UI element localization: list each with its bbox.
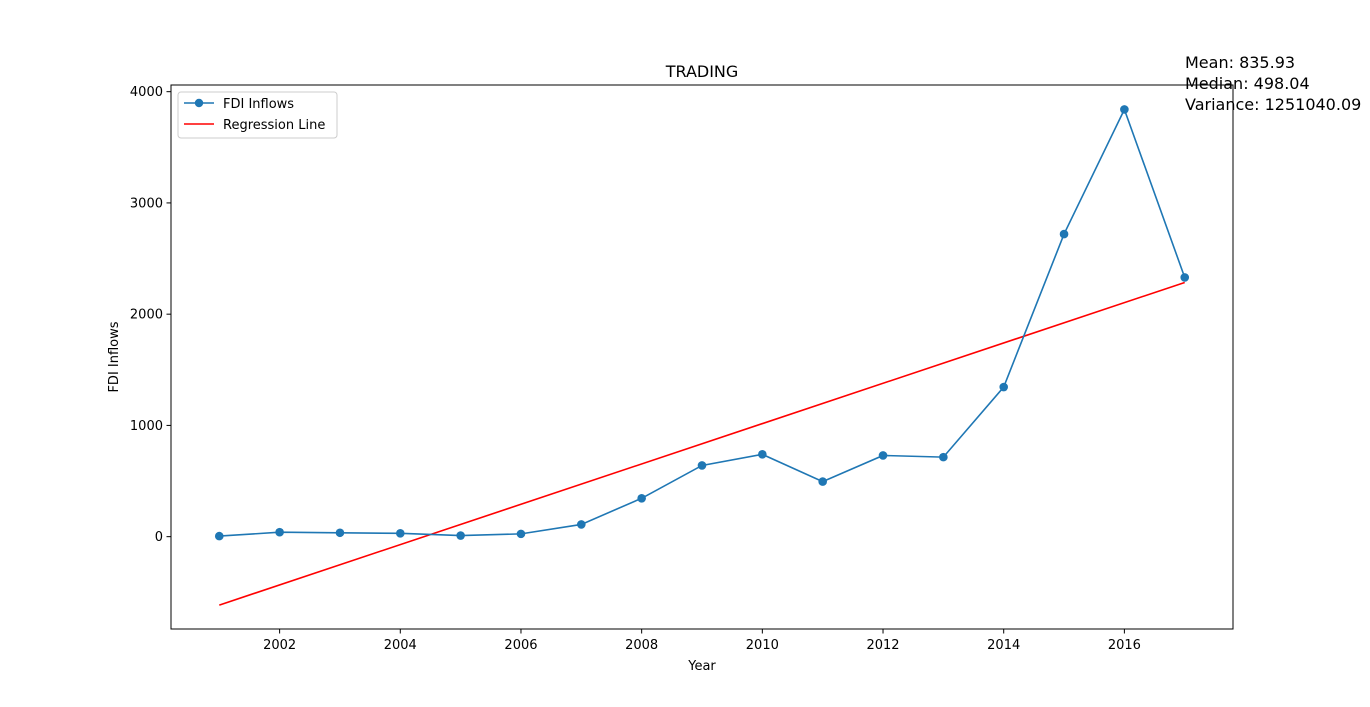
- y-tick-label: 4000: [130, 85, 163, 100]
- fdi-data-point: [999, 382, 1009, 392]
- fdi-data-point: [1059, 229, 1069, 239]
- fdi-data-point: [818, 477, 827, 486]
- fdi-data-point: [516, 529, 526, 539]
- plot-frame: [170, 84, 1234, 630]
- x-tick-label: 2004: [384, 638, 417, 653]
- fdi-data-point: [697, 461, 707, 470]
- stats-annotation: Mean: 835.93 Median: 498.04 Variance: 12…: [1185, 53, 1361, 114]
- stat-variance: Variance: 1251040.09: [1185, 95, 1361, 114]
- stat-median: Median: 498.04: [1185, 74, 1310, 93]
- legend-fdi-marker-swatch: [194, 98, 204, 108]
- y-axis-title: FDI Inflows: [107, 321, 122, 392]
- legend-fdi-label: FDI Inflows: [223, 97, 294, 112]
- fdi-data-point: [939, 452, 948, 462]
- x-tick-label: 2002: [263, 638, 296, 653]
- fdi-data-point: [1120, 105, 1129, 114]
- x-axis-ticks: 2002 2004 2006 2008 2010 2012 2014 2016: [263, 629, 1141, 653]
- stat-mean: Mean: 835.93: [1185, 53, 1295, 72]
- x-tick-label: 2014: [987, 638, 1020, 653]
- fdi-data-point: [1180, 273, 1190, 282]
- fdi-data-point: [275, 527, 284, 537]
- fdi-data-point: [335, 528, 345, 538]
- y-tick-label: 1000: [130, 419, 163, 434]
- chart-title: TRADING: [665, 62, 739, 81]
- legend-regression-label: Regression Line: [223, 118, 325, 133]
- fdi-data-point: [456, 531, 465, 540]
- legend-box: [177, 91, 338, 139]
- fdi-data-point: [395, 529, 405, 538]
- fdi-data-point: [577, 520, 586, 529]
- fdi-data-point: [878, 451, 888, 460]
- x-axis-title: Year: [687, 659, 716, 674]
- x-tick-label: 2008: [625, 638, 658, 653]
- y-tick-label: 0: [155, 530, 163, 545]
- x-tick-label: 2016: [1108, 638, 1141, 653]
- legend: FDI Inflows Regression Line: [177, 91, 338, 139]
- x-tick-label: 2012: [866, 638, 899, 653]
- fdi-data-point: [637, 493, 646, 503]
- y-tick-label: 2000: [130, 308, 163, 323]
- x-tick-label: 2006: [504, 638, 537, 653]
- series-layer: [214, 105, 1190, 606]
- x-tick-label: 2010: [746, 638, 779, 653]
- fdi-data-point: [214, 531, 224, 541]
- fdi-data-point: [758, 450, 767, 459]
- y-axis-ticks: 0 1000 2000 3000 4000: [130, 85, 171, 545]
- y-tick-label: 3000: [130, 196, 163, 211]
- plot-area: [171, 85, 1233, 629]
